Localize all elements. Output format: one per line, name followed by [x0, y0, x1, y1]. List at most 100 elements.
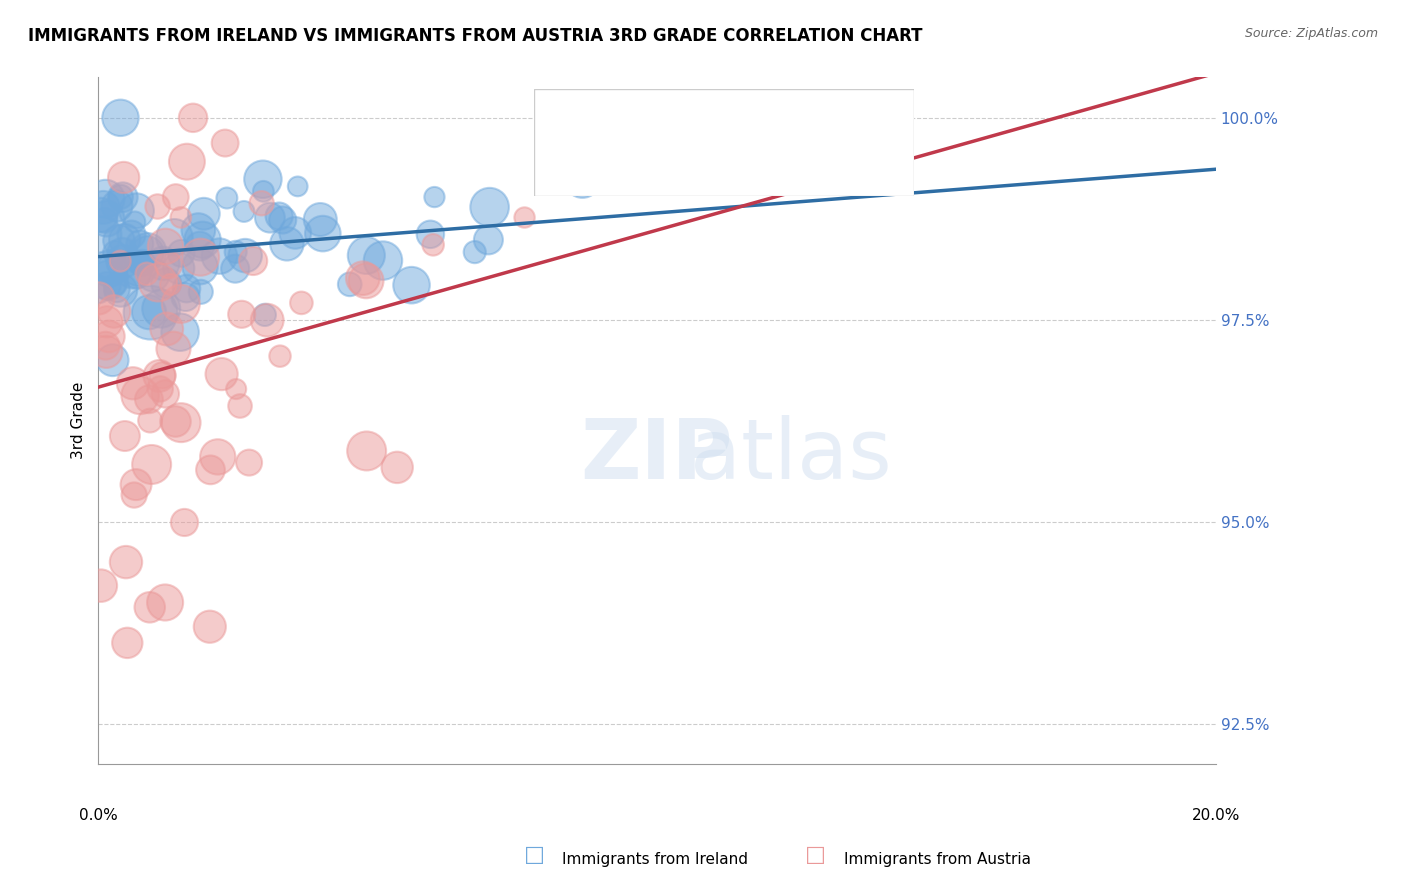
Immigrants from Ireland	[105, 282, 128, 296]
Immigrants from Ireland	[225, 244, 247, 259]
Immigrants from Ireland	[312, 227, 335, 241]
Text: Immigrants from Austria: Immigrants from Austria	[844, 852, 1031, 867]
Immigrants from Austria	[214, 136, 236, 150]
Immigrants from Ireland	[571, 173, 593, 187]
Text: ZIP: ZIP	[581, 415, 733, 496]
Text: atlas: atlas	[690, 415, 891, 496]
Immigrants from Ireland	[215, 191, 238, 205]
Immigrants from Ireland	[478, 200, 501, 214]
Immigrants from Austria	[117, 636, 139, 650]
Immigrants from Austria	[190, 250, 212, 264]
Text: R = 0.419   N = 81: R = 0.419 N = 81	[599, 112, 755, 127]
Immigrants from Austria	[256, 313, 278, 327]
Immigrants from Austria	[155, 387, 177, 401]
Immigrants from Austria	[139, 413, 162, 427]
Immigrants from Austria	[90, 579, 112, 593]
Immigrants from Ireland	[419, 227, 441, 242]
Immigrants from Ireland	[111, 246, 134, 260]
Immigrants from Ireland	[193, 207, 215, 221]
Immigrants from Ireland	[110, 283, 132, 297]
Text: □: □	[806, 846, 825, 865]
Immigrants from Ireland	[287, 179, 309, 194]
Immigrants from Ireland	[131, 256, 153, 270]
Immigrants from Ireland	[128, 256, 150, 270]
Text: □: □	[524, 846, 544, 865]
Text: Source: ZipAtlas.com: Source: ZipAtlas.com	[1244, 27, 1378, 40]
Immigrants from Austria	[97, 329, 120, 343]
Immigrants from Austria	[250, 196, 273, 211]
Immigrants from Ireland	[93, 213, 115, 227]
Immigrants from Austria	[181, 111, 204, 125]
Immigrants from Ireland	[170, 246, 193, 260]
Immigrants from Austria	[242, 254, 264, 268]
Immigrants from Austria	[141, 458, 163, 472]
Text: R = 0.279   N = 59: R = 0.279 N = 59	[599, 154, 755, 169]
Immigrants from Austria	[122, 376, 145, 391]
Immigrants from Austria	[122, 488, 145, 502]
Immigrants from Austria	[139, 600, 162, 615]
Immigrants from Austria	[152, 368, 174, 383]
FancyBboxPatch shape	[534, 89, 914, 196]
Immigrants from Austria	[211, 367, 233, 381]
Immigrants from Ireland	[122, 262, 145, 277]
Immigrants from Ireland	[89, 208, 111, 222]
Immigrants from Austria	[170, 211, 193, 225]
Immigrants from Ireland	[91, 227, 114, 242]
Immigrants from Ireland	[233, 249, 256, 263]
Immigrants from Austria	[170, 297, 193, 311]
Immigrants from Ireland	[401, 278, 423, 293]
Immigrants from Ireland	[111, 254, 134, 268]
Text: IMMIGRANTS FROM IRELAND VS IMMIGRANTS FROM AUSTRIA 3RD GRADE CORRELATION CHART: IMMIGRANTS FROM IRELAND VS IMMIGRANTS FR…	[28, 27, 922, 45]
Bar	[546, 147, 591, 177]
Immigrants from Austria	[149, 382, 172, 396]
Immigrants from Ireland	[163, 230, 186, 244]
Immigrants from Austria	[176, 154, 198, 169]
Immigrants from Ireland	[104, 245, 127, 260]
Text: 20.0%: 20.0%	[1191, 808, 1240, 823]
Bar	[546, 104, 591, 134]
Immigrants from Ireland	[111, 190, 134, 204]
Immigrants from Ireland	[114, 232, 136, 246]
Immigrants from Austria	[114, 429, 136, 443]
Immigrants from Austria	[165, 190, 187, 204]
Immigrants from Austria	[159, 277, 181, 292]
Immigrants from Ireland	[191, 233, 214, 247]
Immigrants from Austria	[115, 555, 138, 569]
Immigrants from Ireland	[91, 262, 114, 277]
Immigrants from Ireland	[339, 277, 361, 292]
Immigrants from Ireland	[253, 308, 276, 322]
Immigrants from Austria	[198, 620, 221, 634]
Immigrants from Austria	[146, 200, 169, 214]
Immigrants from Ireland	[138, 305, 160, 319]
Immigrants from Ireland	[174, 290, 197, 304]
Immigrants from Ireland	[188, 239, 211, 253]
Immigrants from Ireland	[125, 203, 148, 218]
Immigrants from Austria	[207, 450, 229, 464]
Immigrants from Austria	[356, 444, 378, 458]
Immigrants from Ireland	[98, 261, 121, 276]
Immigrants from Austria	[148, 368, 170, 383]
Immigrants from Austria	[229, 399, 252, 413]
Immigrants from Ireland	[187, 223, 209, 237]
Immigrants from Ireland	[152, 256, 174, 270]
Immigrants from Austria	[385, 460, 408, 475]
Immigrants from Ireland	[139, 306, 162, 320]
Immigrants from Ireland	[125, 267, 148, 281]
Immigrants from Austria	[129, 388, 152, 402]
Immigrants from Ireland	[309, 212, 332, 227]
Immigrants from Ireland	[224, 261, 246, 276]
Immigrants from Austria	[96, 344, 118, 359]
Text: Immigrants from Ireland: Immigrants from Ireland	[562, 852, 748, 867]
Immigrants from Austria	[112, 170, 135, 185]
Immigrants from Ireland	[259, 211, 281, 225]
Immigrants from Ireland	[94, 192, 117, 206]
Immigrants from Ireland	[208, 249, 231, 263]
Immigrants from Ireland	[110, 111, 132, 125]
Immigrants from Austria	[94, 339, 117, 353]
Immigrants from Ireland	[271, 213, 294, 227]
Immigrants from Ireland	[356, 248, 378, 262]
Y-axis label: 3rd Grade: 3rd Grade	[72, 382, 86, 459]
Immigrants from Ireland	[121, 227, 143, 242]
Immigrants from Ireland	[128, 236, 150, 251]
Immigrants from Ireland	[101, 261, 124, 276]
